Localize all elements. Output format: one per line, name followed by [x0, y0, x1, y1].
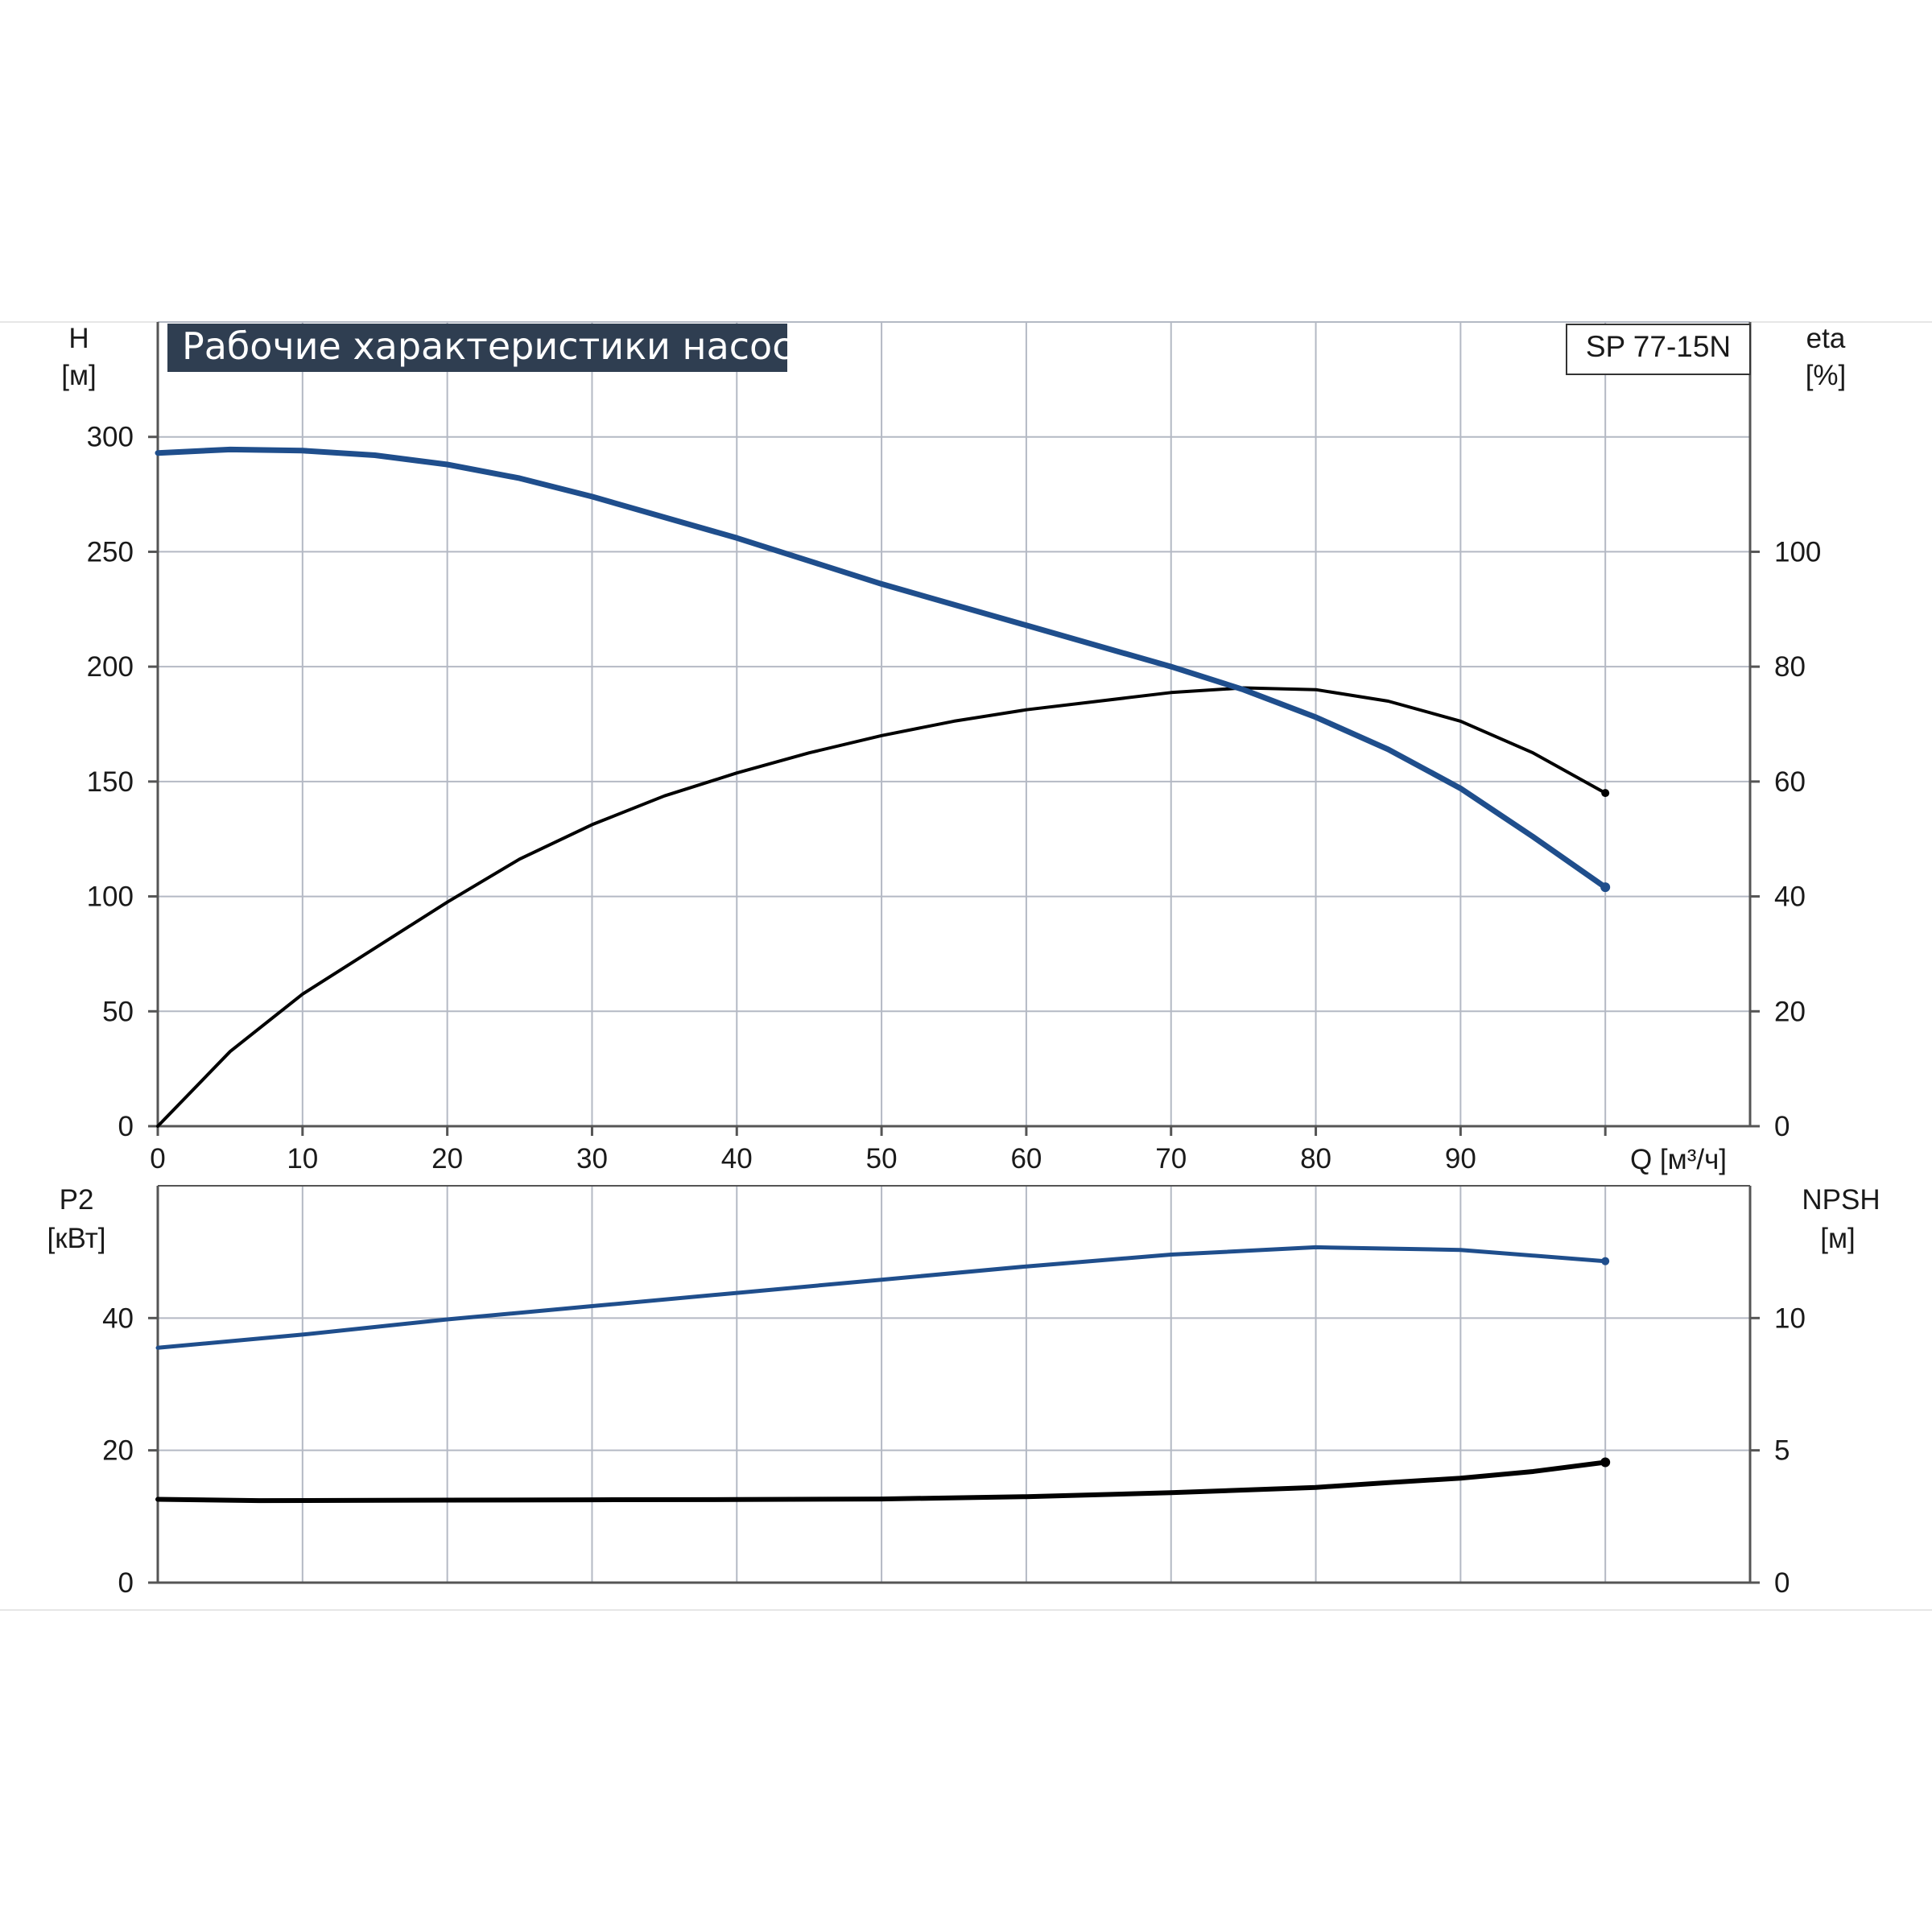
q-tick-label: 90: [1445, 1143, 1476, 1174]
eta-tick-label: 80: [1774, 651, 1806, 683]
npsh-curve-end-point: [1600, 1457, 1611, 1468]
eta-curve-end-point: [1601, 789, 1610, 798]
q-tick-label: 10: [287, 1143, 318, 1174]
q-tick-label: 20: [431, 1143, 463, 1174]
eta-curve: [156, 686, 1608, 1128]
q-tick-label: 70: [1155, 1143, 1187, 1174]
title-banner: [167, 324, 787, 372]
h-curve-end-point: [1600, 882, 1611, 893]
h-tick-label: 250: [87, 536, 134, 568]
eta-tick-label: 60: [1774, 766, 1806, 798]
p2-axis-unit: [кВт]: [47, 1223, 106, 1254]
npsh-curve: [155, 1459, 1608, 1504]
h-tick-label: 300: [87, 422, 134, 453]
h-curve: [155, 446, 1608, 890]
npsh-tick-label: 5: [1774, 1435, 1790, 1467]
model-label: SP 77-15N: [1586, 330, 1731, 363]
h-tick-label: 150: [87, 766, 134, 798]
eta-axis-label: eta: [1806, 323, 1846, 354]
q-tick-label: 30: [576, 1143, 608, 1174]
p2-axis-label: P2: [60, 1184, 94, 1216]
h-tick-label: 0: [118, 1111, 134, 1142]
p2-tick-label: 0: [118, 1567, 134, 1599]
q-tick-label: 60: [1010, 1143, 1042, 1174]
p2-tick-label: 40: [102, 1302, 134, 1334]
lower-grid: [158, 1185, 1750, 1583]
p2-curve-end-point: [1601, 1257, 1610, 1265]
npsh-axis-unit: [м]: [1820, 1223, 1856, 1254]
lower-tick-labels: 0 20 40 0 5 10: [102, 1302, 1806, 1599]
q-tick-label: 0: [150, 1143, 165, 1174]
q-tick-label: 80: [1300, 1143, 1331, 1174]
q-axis-label: Q [м³/ч]: [1630, 1144, 1727, 1175]
eta-tick-label: 100: [1774, 536, 1821, 568]
upper-axes: [148, 322, 1760, 1136]
eta-tick-label: 40: [1774, 881, 1806, 913]
p2-curve: [155, 1245, 1608, 1350]
eta-tick-label: 0: [1774, 1111, 1790, 1142]
h-axis-unit: [м]: [61, 360, 97, 391]
p2-tick-label: 20: [102, 1435, 134, 1467]
npsh-tick-label: 10: [1774, 1302, 1806, 1334]
model-box: [1566, 324, 1751, 375]
npsh-tick-label: 0: [1774, 1567, 1790, 1599]
upper-grid: [158, 321, 1751, 1126]
h-axis-label: H: [68, 323, 89, 354]
npsh-axis-label: NPSH: [1802, 1184, 1880, 1216]
chart-title: Рабочие характеристики насоса: [182, 324, 815, 368]
h-tick-label: 50: [102, 996, 134, 1027]
upper-tick-labels: 0 50 100 150 200 250 300 0 20 40 60 80 100 0 10 20 30 40 5…: [87, 422, 1822, 1174]
q-tick-label: 50: [866, 1143, 898, 1174]
eta-axis-unit: [%]: [1806, 360, 1847, 391]
curves: [155, 446, 1611, 1504]
lower-axes: [148, 1186, 1760, 1584]
q-tick-label: 40: [721, 1143, 753, 1174]
h-tick-label: 100: [87, 881, 134, 913]
h-tick-label: 200: [87, 651, 134, 683]
eta-tick-label: 20: [1774, 996, 1806, 1027]
